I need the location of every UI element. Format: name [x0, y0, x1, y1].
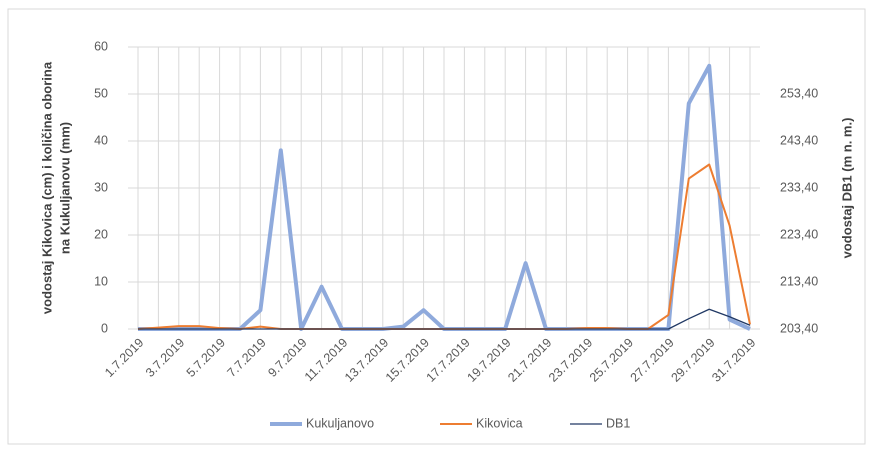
y-axis-title: na Kukuljanovu (mm)	[57, 122, 72, 254]
y2-axis-title: vodostaj DB1 (m n. m.)	[839, 118, 854, 259]
y-tick-label: 30	[94, 180, 108, 194]
y2-tick-label: 203,40	[780, 321, 818, 335]
series-line	[138, 308, 751, 330]
legend-label: Kikovica	[476, 416, 523, 430]
y-tick-label: 40	[94, 133, 108, 147]
y2-tick-label: 233,40	[780, 180, 818, 194]
y-tick-label: 60	[94, 39, 108, 53]
y-tick-label: 0	[101, 321, 108, 335]
y-tick-label: 50	[94, 86, 108, 100]
y-tick-label: 10	[94, 274, 108, 288]
y-tick-label: 20	[94, 227, 108, 241]
legend-label: Kukuljanovo	[306, 416, 374, 430]
y2-tick-label: 213,40	[780, 274, 818, 288]
y-axis-title: vodostaj Kikovica (cm) i količina oborin…	[39, 61, 54, 314]
legend-label: DB1	[606, 416, 630, 430]
y2-tick-label: 253,40	[780, 86, 818, 100]
y2-tick-label: 223,40	[780, 227, 818, 241]
y2-tick-label: 243,40	[780, 133, 818, 147]
